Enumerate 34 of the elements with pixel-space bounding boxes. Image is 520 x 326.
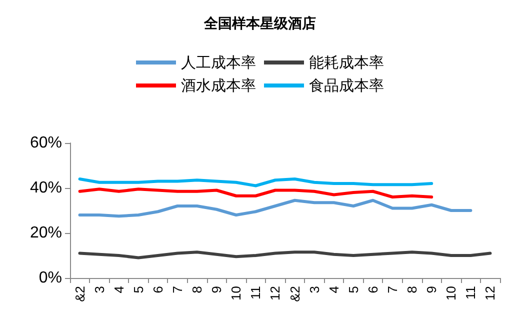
- legend-label: 酒水成本率: [181, 76, 256, 94]
- x-tick-label: 9: [424, 286, 440, 294]
- x-tick-label: 10: [444, 286, 459, 300]
- x-tick-label: 6: [150, 286, 166, 294]
- x-tick-label: 5: [130, 286, 146, 294]
- y-tick-label: 0%: [38, 270, 62, 286]
- y-tick-label: 40%: [30, 180, 62, 196]
- x-tick-label: 12: [482, 286, 498, 300]
- x-tick-label: 4: [326, 286, 342, 294]
- x-tick-label: 5: [346, 286, 361, 294]
- x-tick-label: &2: [72, 286, 88, 302]
- legend-label: 能耗成本率: [309, 54, 384, 72]
- line-series: [78, 178, 434, 188]
- x-tick-label: 4: [111, 286, 126, 294]
- x-tick-label: 3: [92, 286, 107, 294]
- chart-title: 全国样本星级酒店: [203, 15, 316, 32]
- x-tick-label: 12: [268, 286, 283, 300]
- x-tick-label: 6: [365, 286, 380, 294]
- legend-label: 食品成本率: [309, 76, 384, 94]
- x-tick-label: 8: [404, 286, 420, 294]
- x-tick-label: 7: [170, 286, 185, 294]
- x-tick-label: 8: [190, 286, 205, 294]
- x-tick-label: 9: [209, 286, 224, 294]
- x-tick-label: 11: [248, 286, 264, 300]
- legend-label: 人工成本率: [181, 54, 256, 72]
- line-series: [78, 188, 434, 198]
- y-tick-label: 20%: [30, 224, 62, 242]
- x-tick-label: 10: [228, 286, 244, 300]
- y-tick-label: 60%: [30, 134, 62, 152]
- x-tick-label: 7: [385, 286, 400, 294]
- line-series: [78, 198, 472, 218]
- x-tick-label: 11: [463, 286, 478, 300]
- x-tick-label: 3: [306, 286, 322, 294]
- x-tick-label: &2: [287, 286, 302, 302]
